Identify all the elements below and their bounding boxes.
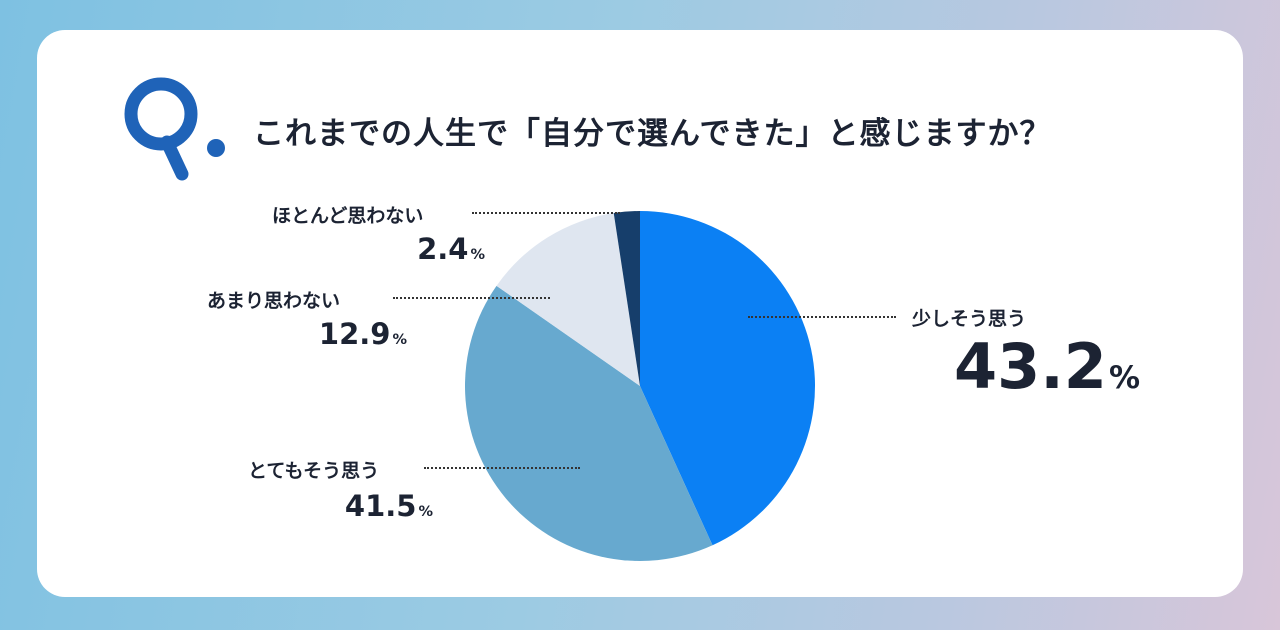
value-hotondo: 2.4% [417, 232, 485, 266]
value-totemo: 41.5% [344, 489, 433, 523]
label-sukoshi: 少しそう思う [912, 308, 1027, 330]
leader-line [424, 467, 580, 469]
pie-slice-3 [613, 211, 640, 386]
pie-slice-2 [496, 212, 640, 386]
value-sukoshi: 43.2% [953, 330, 1140, 403]
pie-slice-0 [640, 211, 816, 546]
value-amari: 12.9% [318, 317, 407, 351]
label-hotondo: ほとんど思わない [272, 205, 424, 227]
leader-line [748, 316, 896, 318]
pie-slice-1 [465, 285, 713, 561]
label-totemo: とてもそう思う [248, 460, 380, 482]
leader-line [393, 297, 550, 299]
leader-line [472, 212, 620, 214]
question-title: これまでの人生で「自分で選んできた」と感じますか？ [253, 116, 1052, 152]
q-logo-icon [124, 77, 225, 181]
label-amari: あまり思わない [207, 290, 341, 312]
